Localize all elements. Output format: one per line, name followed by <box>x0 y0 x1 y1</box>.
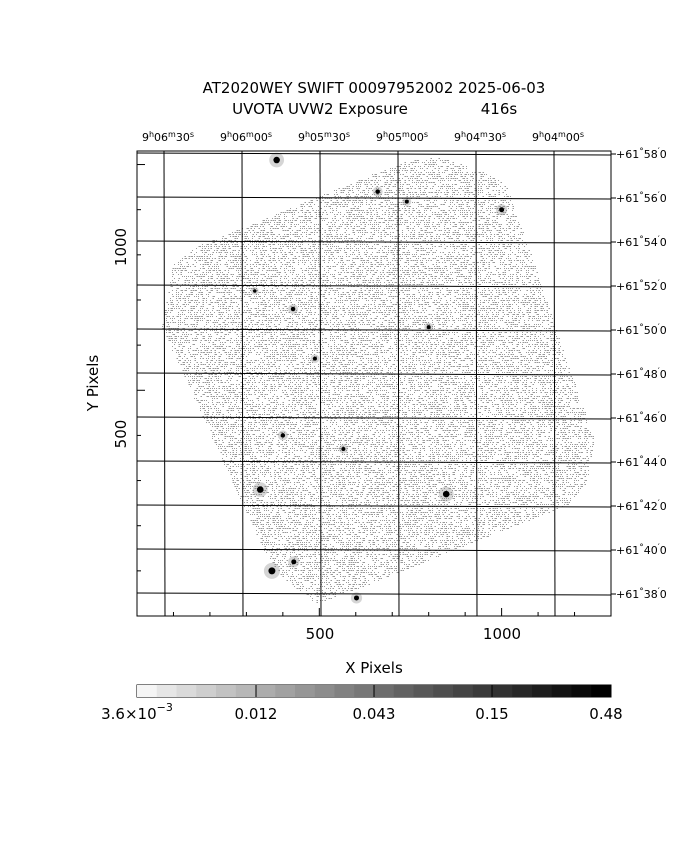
ra-gridline-0 <box>163 150 166 617</box>
colorbar-label-max: 0.48 <box>589 705 622 723</box>
source-13 <box>288 556 300 568</box>
ra-label-5: 9h04m00s <box>532 130 584 144</box>
dec-gridline-3 <box>136 284 612 288</box>
source-11 <box>438 486 454 502</box>
dec-label-7: +61°44′0 <box>616 455 667 469</box>
exposure-image <box>162 128 594 604</box>
colorbar-step <box>314 685 335 697</box>
ra-gridline-4 <box>475 150 478 617</box>
colorbar-step <box>413 685 434 697</box>
dec-gridline-1 <box>136 196 612 200</box>
coordinate-grid <box>136 150 612 617</box>
colorbar-step <box>492 685 513 697</box>
ra-gridline-1 <box>241 150 244 617</box>
source-10 <box>252 482 268 497</box>
dec-label-1: +61°56′0 <box>616 191 667 205</box>
ra-labels: 9h06m30s 9h06m00s 9h05m30s 9h05m00s 9h04m30s… <box>142 130 584 144</box>
colorbar-step <box>571 685 592 697</box>
ra-gridline-3 <box>397 150 400 617</box>
ra-gridline-2 <box>319 150 322 617</box>
source-14 <box>350 592 363 604</box>
exposure-noise <box>162 158 594 603</box>
colorbar-step <box>591 685 612 697</box>
dec-gridline-7 <box>136 460 612 464</box>
dec-gridline-5 <box>136 372 612 376</box>
dec-label-5: +61°48′0 <box>616 367 667 381</box>
ra-gridline-5 <box>553 150 556 617</box>
colorbar-step <box>532 685 553 697</box>
colorbar-step <box>137 685 158 697</box>
colorbar-label-4: 0.15 <box>475 705 508 723</box>
dec-gridline-10 <box>136 592 612 596</box>
dec-gridline-8 <box>136 504 612 508</box>
colorbar-step <box>551 685 572 697</box>
dec-labels: +61°58′0 +61°56′0 +61°54′0 +61°52′0 +61°50′0… <box>611 147 667 601</box>
dec-gridline-2 <box>136 240 612 244</box>
source-9 <box>338 444 348 454</box>
colorbar-step <box>354 685 375 697</box>
source-12 <box>263 562 280 579</box>
colorbar-step <box>275 685 296 697</box>
dec-label-0: +61°58′0 <box>616 147 667 161</box>
colorbar-step <box>255 685 276 697</box>
plot-subtitle-left: UVOTA UVW2 Exposure <box>232 100 408 118</box>
colorbar-step <box>216 685 237 697</box>
dec-label-3: +61°52′0 <box>616 279 667 293</box>
ra-label-0: 9h06m30s <box>142 130 194 144</box>
y-tick-label-1000: 1000 <box>112 228 130 266</box>
dec-label-8: +61°42′0 <box>616 499 667 513</box>
ra-label-4: 9h04m30s <box>454 130 506 144</box>
dec-label-4: +61°50′0 <box>616 323 667 337</box>
colorbar-label-min: 3.6×10−3 <box>101 701 173 723</box>
source-3 <box>372 186 383 197</box>
plot-frame <box>136 150 612 617</box>
colorbar-step <box>512 685 533 697</box>
x-tick-label-500: 500 <box>306 625 335 643</box>
colorbar-step <box>453 685 474 697</box>
source-6 <box>310 354 320 364</box>
y-axis-label: Y Pixels <box>84 355 102 413</box>
colorbar-step <box>433 685 454 697</box>
ra-label-1: 9h06m00s <box>220 130 272 144</box>
colorbar-step <box>472 685 493 697</box>
source-4 <box>402 197 412 206</box>
x-axis-label: X Pixels <box>345 659 403 677</box>
colorbar-label-2: 0.012 <box>235 705 278 723</box>
dec-gridline-0 <box>136 152 612 156</box>
ra-label-3: 9h05m00s <box>376 130 428 144</box>
source-0 <box>269 152 285 168</box>
source-1 <box>440 128 454 142</box>
dec-label-6: +61°46′0 <box>616 411 667 425</box>
dec-label-9: +61°40′0 <box>616 543 667 557</box>
colorbar-step <box>334 685 355 697</box>
colorbar-step <box>196 685 217 697</box>
plot-title: AT2020WEY SWIFT 00097952002 2025-06-03 <box>203 79 546 97</box>
source-2 <box>496 204 508 216</box>
source-15 <box>501 143 509 151</box>
source-5 <box>288 304 299 315</box>
pixel-axis-ticks <box>137 164 576 616</box>
dec-label-2: +61°54′0 <box>616 235 667 249</box>
colorbar-step <box>393 685 414 697</box>
dec-gridline-4 <box>136 328 612 332</box>
ra-label-2: 9h05m30s <box>298 130 350 144</box>
source-16 <box>250 287 259 295</box>
dec-gridline-6 <box>136 416 612 420</box>
colorbar-step <box>295 685 316 697</box>
plot-subtitle-right: 416s <box>481 100 518 118</box>
dec-gridline-9 <box>136 548 612 552</box>
colorbar-step <box>156 685 177 697</box>
colorbar-label-3: 0.043 <box>353 705 396 723</box>
y-tick-label-500: 500 <box>112 420 130 449</box>
dec-label-10: +61°38′0 <box>616 587 667 601</box>
colorbar-step <box>176 685 197 697</box>
x-tick-label-1000: 1000 <box>483 625 521 643</box>
colorbar-step <box>235 685 256 697</box>
source-8 <box>424 322 434 332</box>
colorbar-step <box>374 685 395 697</box>
source-7 <box>277 430 288 441</box>
colorbar <box>136 684 612 698</box>
